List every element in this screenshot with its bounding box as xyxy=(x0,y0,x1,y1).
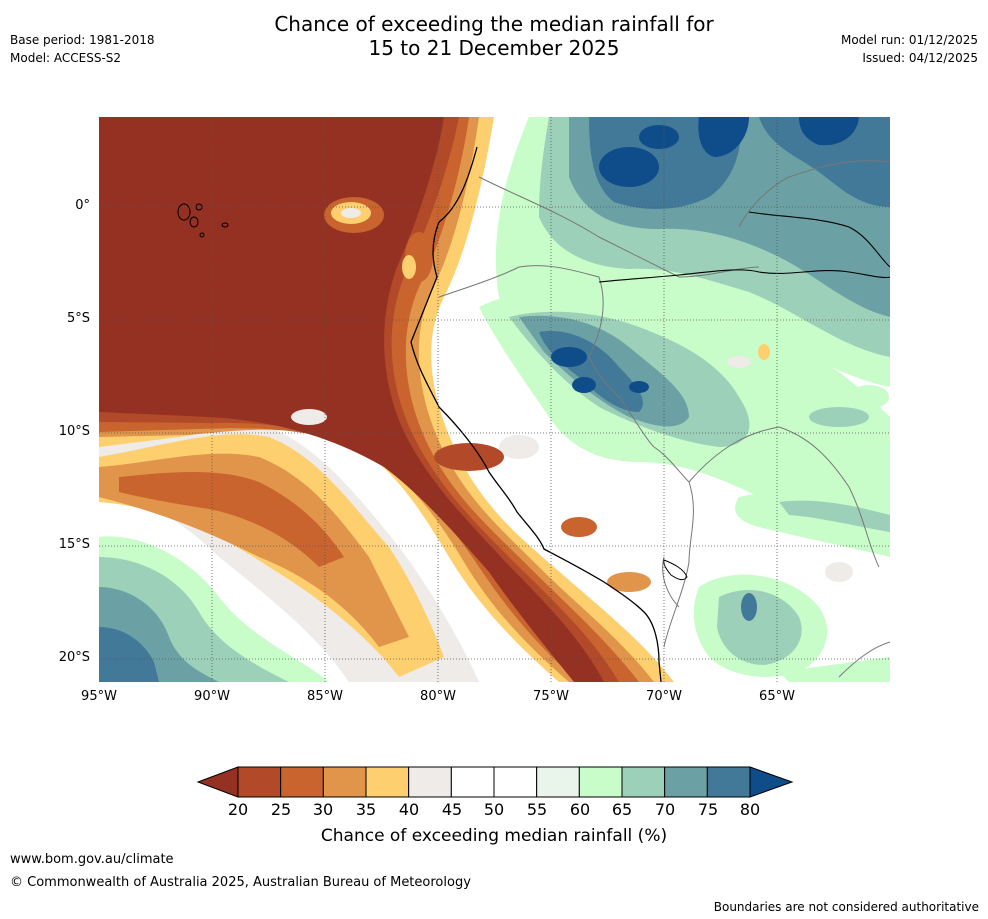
x-tick-90w: 90°W xyxy=(194,689,230,704)
colorbar-tick-20: 20 xyxy=(227,800,249,819)
colorbar-title: Chance of exceeding median rainfall (%) xyxy=(320,826,668,846)
y-tick-20s: 20°S xyxy=(58,650,90,665)
colorbar-tick-25: 25 xyxy=(270,800,292,819)
map-title: Chance of exceeding the median rainfall … xyxy=(0,12,988,60)
colorbar xyxy=(196,766,794,798)
boundaries-disclaimer: Boundaries are not considered authoritat… xyxy=(713,900,979,914)
x-tick-95w: 95°W xyxy=(81,689,117,704)
colorbar-tick-50: 50 xyxy=(483,800,505,819)
colorbar-tick-45: 45 xyxy=(441,800,463,819)
negro-river xyxy=(748,211,890,268)
issued-label: Issued: 04/12/2025 xyxy=(862,51,978,65)
peru-wet-region xyxy=(479,290,890,539)
y-tick-0: 0° xyxy=(75,198,90,213)
main-dry-region xyxy=(99,117,674,682)
rainfall-map xyxy=(99,117,890,682)
colorbar-tick-60: 60 xyxy=(569,800,591,819)
colorbar-tick-40: 40 xyxy=(398,800,420,819)
model-label: Model: ACCESS-S2 xyxy=(10,51,122,65)
map-gridlines xyxy=(99,117,890,682)
title-line-1: Chance of exceeding the median rainfall … xyxy=(274,12,714,36)
colorbar-segment xyxy=(536,766,580,798)
colorbar-tick-55: 55 xyxy=(526,800,548,819)
y-tick-15s: 15°S xyxy=(58,537,90,552)
colorbar-tick-80: 80 xyxy=(739,800,761,819)
colorbar-segment xyxy=(322,766,367,798)
colorbar-segment xyxy=(621,766,666,798)
southeast-wet-patches xyxy=(291,344,890,682)
lake-titicaca xyxy=(663,559,688,581)
colorbar-tick-75: 75 xyxy=(697,800,719,819)
southwest-wet-region xyxy=(99,536,329,682)
model-run-label: Model run: 01/12/2025 xyxy=(840,33,978,47)
northeast-wet-region xyxy=(495,117,890,387)
colorbar-segment xyxy=(578,766,623,798)
colorbar-segment xyxy=(280,766,324,798)
title-line-2: 15 to 21 December 2025 xyxy=(368,36,620,60)
x-tick-80w: 80°W xyxy=(420,689,456,704)
base-period-label: Base period: 1981-2018 xyxy=(10,33,155,47)
colorbar-tick-65: 65 xyxy=(611,800,633,819)
colorbar-extend-high xyxy=(749,766,794,798)
colorbar-segment xyxy=(493,766,538,798)
x-tick-70w: 70°W xyxy=(646,689,682,704)
colorbar-segment xyxy=(664,766,708,798)
website-link[interactable]: www.bom.gov.au/climate xyxy=(10,852,174,867)
y-tick-5s: 5°S xyxy=(66,311,90,326)
x-tick-85w: 85°W xyxy=(307,689,343,704)
colorbar-extend-low xyxy=(196,766,239,798)
colorbar-segment xyxy=(450,766,495,798)
colorbar-tick-30: 30 xyxy=(312,800,334,819)
amazon-river xyxy=(598,269,890,283)
y-tick-10s: 10°S xyxy=(58,424,90,439)
x-tick-75w: 75°W xyxy=(533,689,569,704)
colorbar-tick-70: 70 xyxy=(654,800,676,819)
colorbar-segment xyxy=(706,766,751,798)
colorbar-segment xyxy=(237,766,282,798)
coastline xyxy=(410,146,662,682)
colorbar-segment xyxy=(408,766,452,798)
copyright-notice: © Commonwealth of Australia 2025, Austra… xyxy=(10,875,471,890)
colorbar-tick-35: 35 xyxy=(355,800,377,819)
country-boundaries xyxy=(438,160,890,678)
colorbar-segment xyxy=(365,766,410,798)
pacific-dry-band xyxy=(99,424,479,682)
x-tick-65w: 65°W xyxy=(759,689,795,704)
